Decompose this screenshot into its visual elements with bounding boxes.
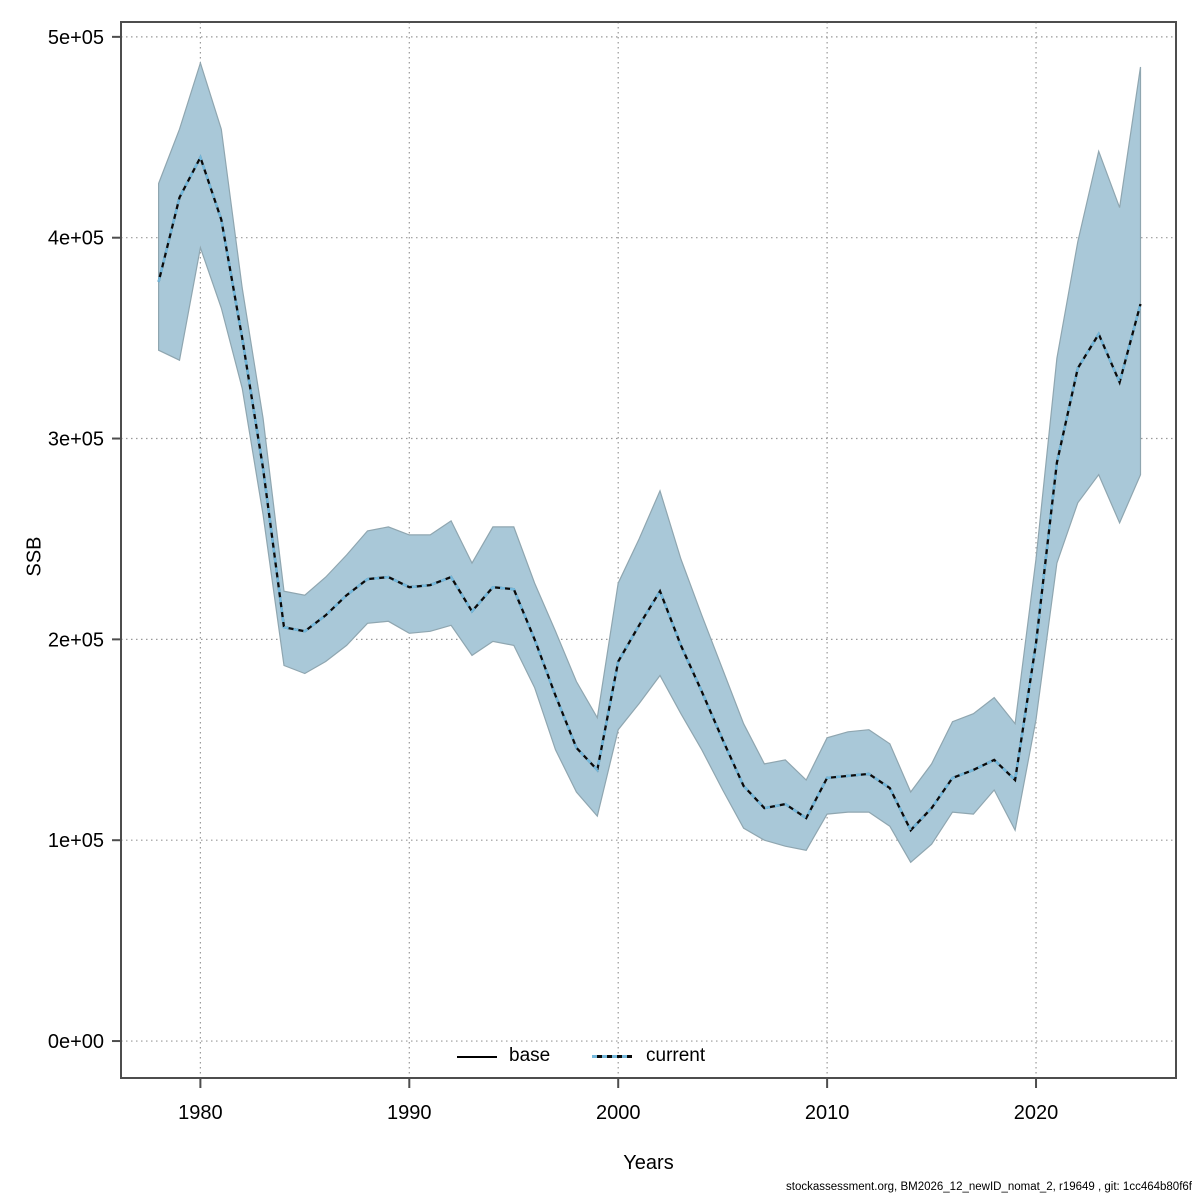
y-axis-label: SSB [23,536,46,577]
plot-frame [120,21,1177,1079]
current-line [157,154,1142,833]
axes: 1980 1990 2000 2010 2020 0e+00 1e+05 2e+05 3e+05… [48,27,1058,1124]
footer-attribution: stockassessment.org, BM2026_12_newID_nom… [786,1181,1192,1193]
x-tick-label: 1990 [387,1102,432,1124]
legend-label-base: base [509,1045,551,1066]
y-tick-label: 2e+05 [48,629,104,651]
x-tick-label: 2010 [805,1102,850,1124]
y-tick-label: 4e+05 [48,228,104,250]
x-tick-label: 2000 [596,1102,641,1124]
x-axis-label: Years [623,1152,674,1174]
legend-base-line-sample [457,1056,497,1058]
y-tick-label: 3e+05 [48,429,104,451]
legend-current-line-sample [592,1055,632,1058]
confidence-band [158,61,1142,864]
y-tick-label: 0e+00 [48,1031,104,1053]
y-tick-label: 1e+05 [48,830,104,852]
y-tick-label: 5e+05 [48,27,104,49]
legend-label-current: current [646,1045,706,1066]
x-tick-label: 1980 [178,1102,223,1124]
x-tick-label: 2020 [1014,1102,1059,1124]
